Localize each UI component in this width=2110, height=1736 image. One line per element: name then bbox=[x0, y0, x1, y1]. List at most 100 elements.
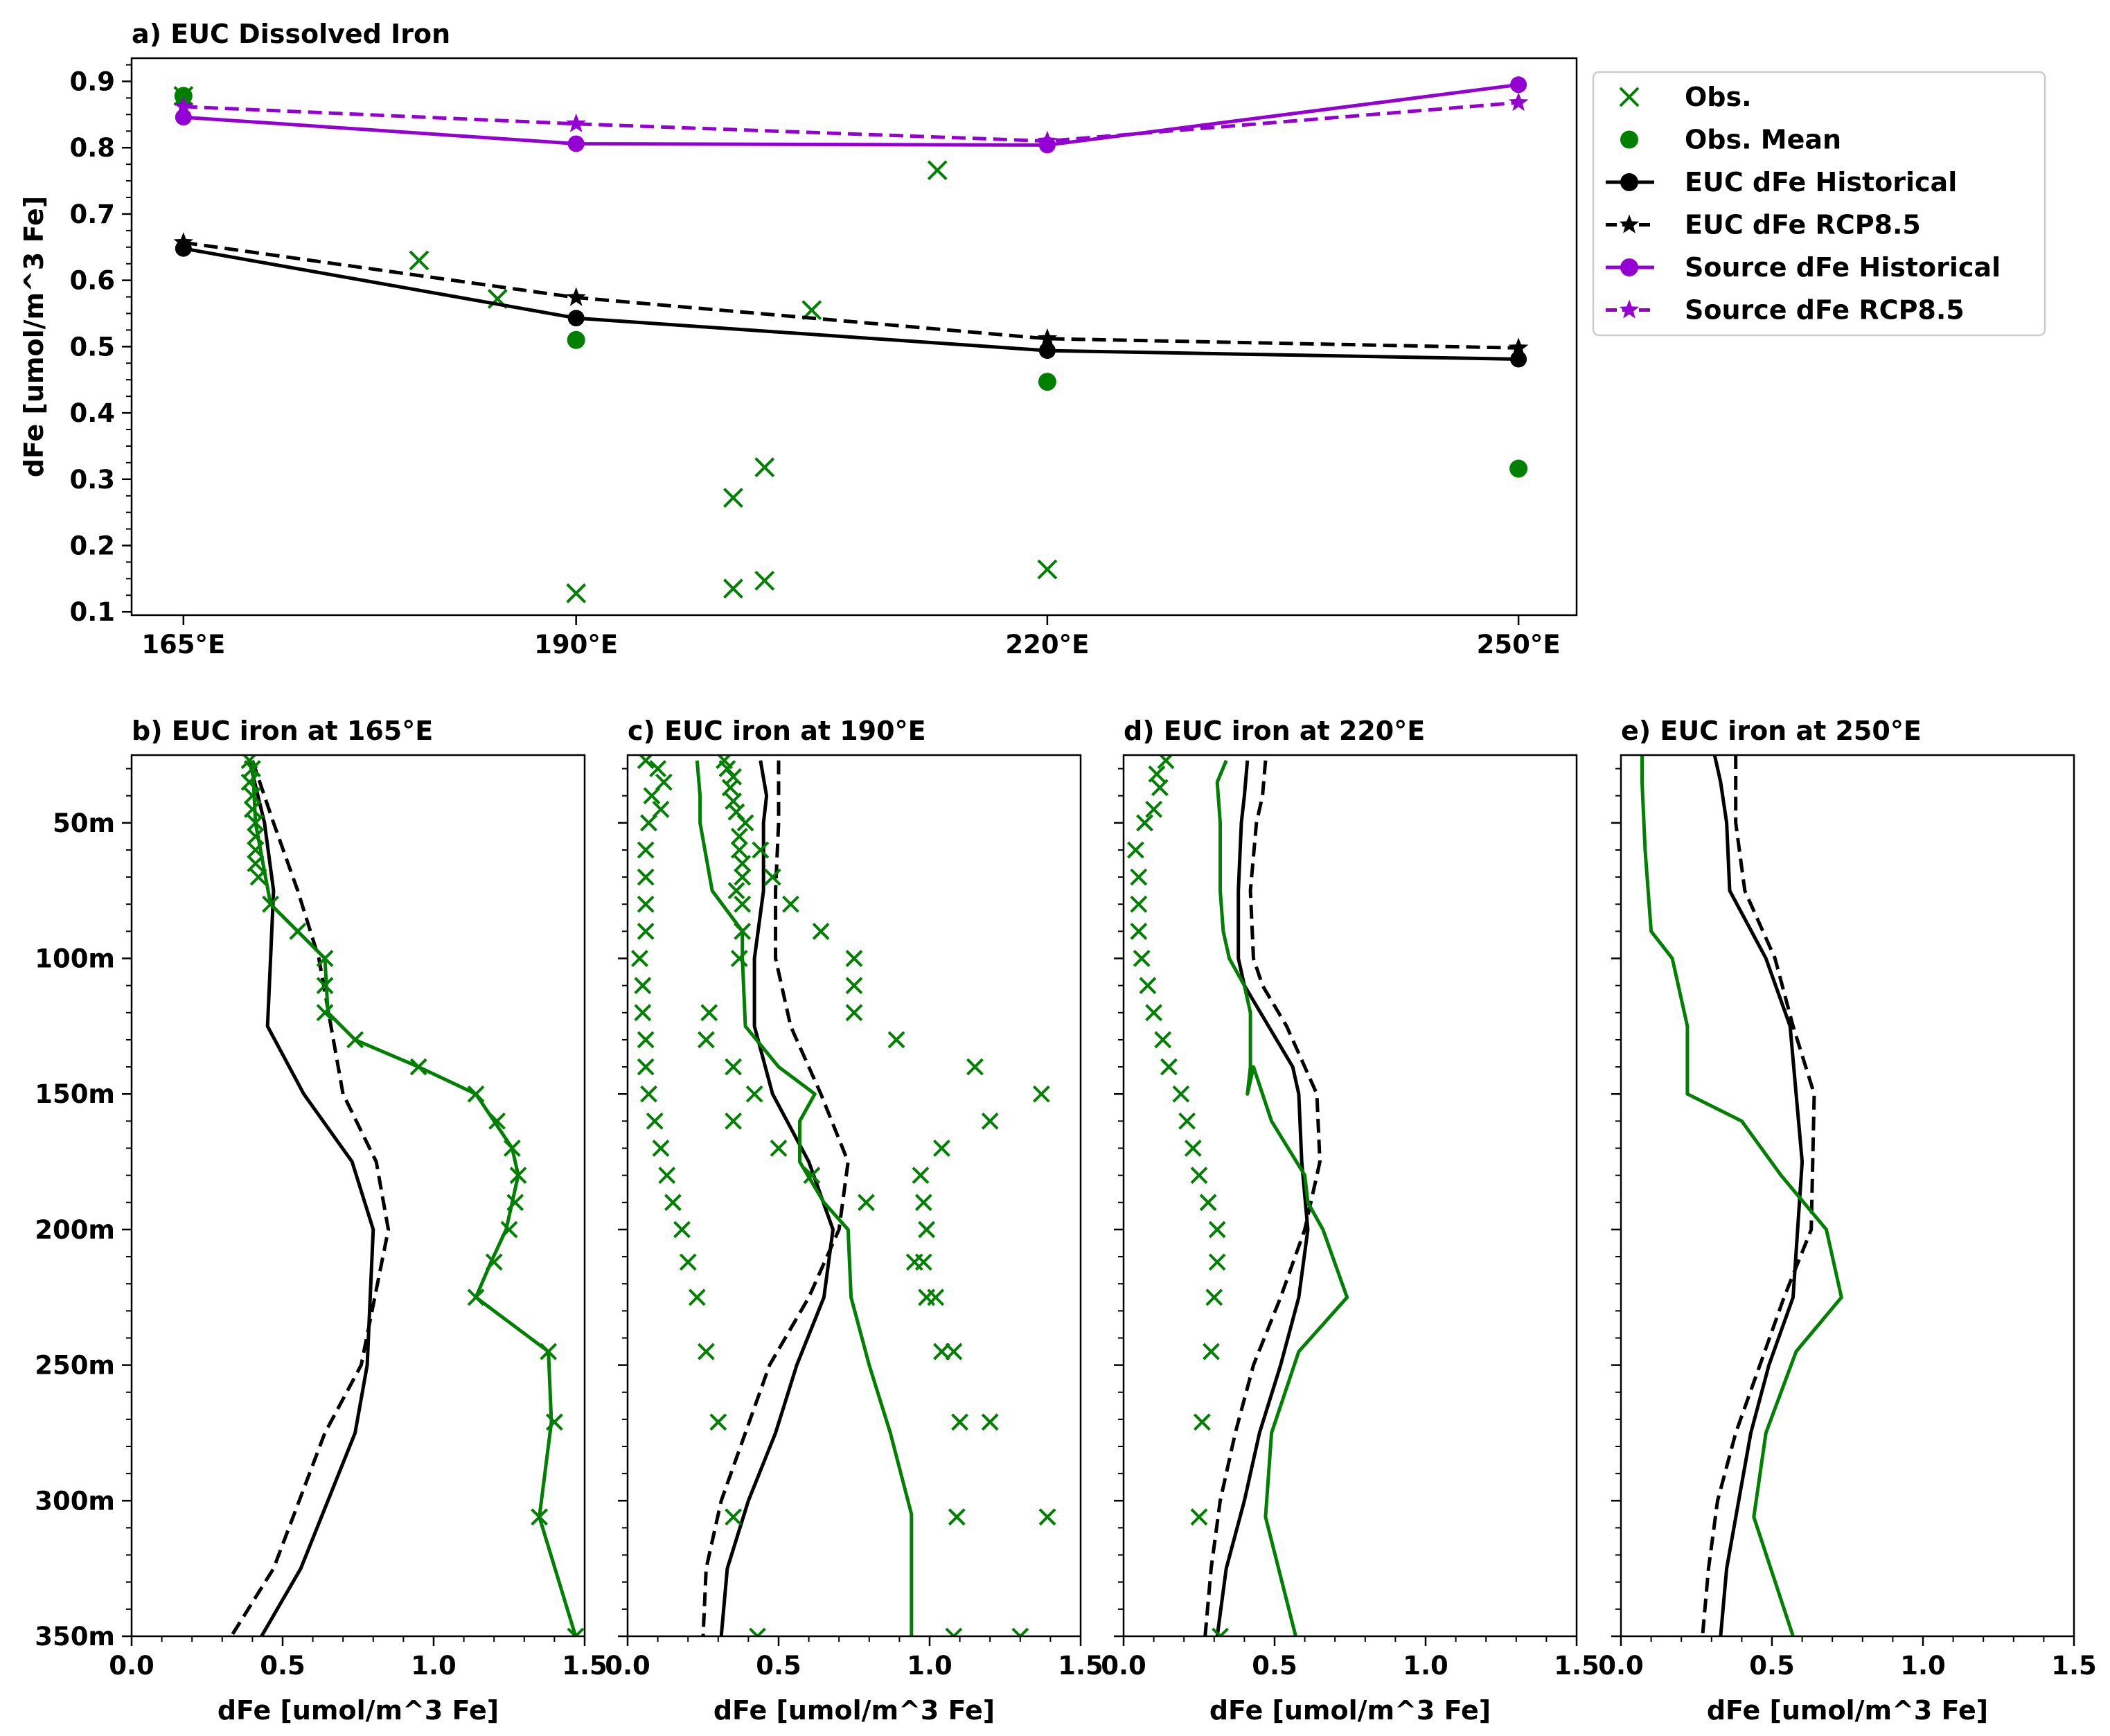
legend-label: EUC dFe RCP8.5 bbox=[1685, 210, 1921, 240]
data-point-stroke-b bbox=[782, 895, 799, 913]
legend-marker bbox=[1620, 130, 1638, 149]
data-point-stroke-b bbox=[485, 1253, 503, 1271]
data-point bbox=[485, 1253, 503, 1271]
data-point-stroke-a bbox=[749, 1627, 760, 1636]
data-point bbox=[858, 1194, 875, 1212]
data-point bbox=[649, 760, 667, 777]
data-point bbox=[652, 1140, 670, 1157]
data-point bbox=[770, 1140, 788, 1157]
series-c-obs- bbox=[631, 755, 1056, 1636]
data-point bbox=[725, 1058, 743, 1076]
data-point bbox=[912, 1167, 930, 1185]
series-e-model bbox=[1640, 755, 1843, 1636]
series-line bbox=[229, 759, 391, 1636]
y-tick-label: 0.3 bbox=[69, 465, 115, 495]
data-point bbox=[409, 250, 429, 271]
data-point-stroke-b bbox=[755, 1627, 766, 1636]
series-d-model bbox=[1215, 759, 1349, 1636]
x-tick-label: 0.0 bbox=[1598, 1651, 1644, 1681]
y-tick-label: 0.2 bbox=[69, 531, 115, 561]
series-b-obs- bbox=[240, 755, 585, 1636]
data-point-stroke-b bbox=[722, 578, 743, 599]
data-point-stroke-b bbox=[1208, 1221, 1226, 1239]
series-c-model bbox=[695, 760, 914, 1636]
data-point-stroke-b bbox=[634, 1004, 652, 1022]
data-point-stroke-b bbox=[1160, 1058, 1178, 1076]
x-tick-label: 1.0 bbox=[1403, 1651, 1448, 1681]
data-point bbox=[247, 828, 265, 845]
data-point-stroke-b bbox=[727, 882, 745, 900]
data-point-stroke-b bbox=[658, 1167, 676, 1185]
data-point-stroke-b bbox=[1205, 1288, 1223, 1307]
legend-entry: Obs. Mean bbox=[1620, 125, 1841, 155]
y-tick-label: 350m bbox=[35, 1622, 115, 1651]
data-point bbox=[1011, 1627, 1029, 1636]
data-point bbox=[754, 570, 775, 591]
data-point bbox=[918, 1221, 936, 1239]
axes-frame-d bbox=[1122, 754, 1578, 1638]
data-point bbox=[1145, 1004, 1163, 1022]
y-tick-label: 50m bbox=[53, 808, 115, 838]
data-point bbox=[734, 895, 752, 913]
data-point bbox=[247, 855, 265, 872]
data-point bbox=[709, 1413, 727, 1431]
y-tick-label: 150m bbox=[35, 1079, 115, 1109]
data-point-stroke-b bbox=[1127, 841, 1144, 859]
data-point bbox=[175, 109, 192, 126]
data-point-stroke-b bbox=[531, 1508, 549, 1526]
data-point bbox=[567, 330, 585, 349]
data-point-stroke-b bbox=[700, 1004, 718, 1022]
data-point-stroke-b bbox=[1154, 1031, 1172, 1049]
data-point bbox=[1172, 1085, 1190, 1103]
data-point-stroke-b bbox=[697, 1343, 715, 1361]
data-point-stroke-b bbox=[1208, 1253, 1226, 1271]
series-d-euc-dfe-rcp8-5 bbox=[1203, 760, 1322, 1636]
data-point-stroke-b bbox=[1218, 1627, 1229, 1636]
data-point bbox=[646, 1112, 664, 1130]
data-point-stroke-b bbox=[918, 1221, 936, 1239]
series-line bbox=[183, 247, 1519, 361]
data-point bbox=[289, 922, 307, 940]
data-point bbox=[1212, 1627, 1229, 1636]
data-point bbox=[1178, 1112, 1196, 1130]
data-point bbox=[664, 1194, 682, 1212]
data-point bbox=[1190, 1167, 1208, 1185]
data-point bbox=[752, 841, 770, 859]
data-point bbox=[887, 1031, 905, 1049]
data-point bbox=[1037, 328, 1058, 347]
data-point bbox=[243, 787, 261, 805]
y-tick-label: 0.1 bbox=[69, 597, 115, 627]
data-point-stroke-b bbox=[652, 800, 670, 818]
data-point bbox=[249, 868, 267, 886]
data-point-stroke-b bbox=[734, 895, 752, 913]
data-point-stroke-b bbox=[812, 922, 830, 940]
data-point-stroke-b bbox=[770, 1140, 788, 1157]
data-point bbox=[845, 977, 863, 995]
data-point-stroke-b bbox=[727, 803, 745, 821]
x-tick-label: 0.0 bbox=[605, 1651, 650, 1681]
data-point bbox=[567, 1627, 585, 1636]
series-d-obs- bbox=[1127, 755, 1229, 1636]
data-point-stroke-b bbox=[845, 977, 863, 995]
data-point-stroke-b bbox=[718, 760, 736, 777]
y-tick-label: 0.9 bbox=[69, 67, 115, 97]
data-point-stroke-b bbox=[1130, 922, 1148, 940]
data-point-stroke-b bbox=[951, 1413, 969, 1431]
data-point-stroke-b bbox=[722, 488, 743, 508]
data-point bbox=[566, 583, 587, 603]
data-point bbox=[640, 1085, 657, 1103]
data-point-stroke-b bbox=[734, 868, 752, 886]
data-point bbox=[174, 87, 193, 105]
data-point bbox=[540, 1343, 558, 1361]
data-point-stroke-b bbox=[1130, 895, 1148, 913]
panel-b: 0.0 0.5 1.0 1.5 50m 100m 150m 200m 250m 300m 350m b… bbox=[35, 716, 608, 1726]
axes-frame-b bbox=[130, 754, 586, 1638]
data-point bbox=[727, 882, 745, 900]
data-point bbox=[718, 760, 736, 777]
data-point bbox=[634, 1004, 652, 1022]
data-point bbox=[1205, 1288, 1223, 1307]
data-point-stroke-a bbox=[945, 1627, 956, 1636]
data-point-stroke-b bbox=[725, 1508, 743, 1526]
data-point bbox=[725, 1112, 743, 1130]
data-point-stroke-b bbox=[631, 950, 648, 967]
